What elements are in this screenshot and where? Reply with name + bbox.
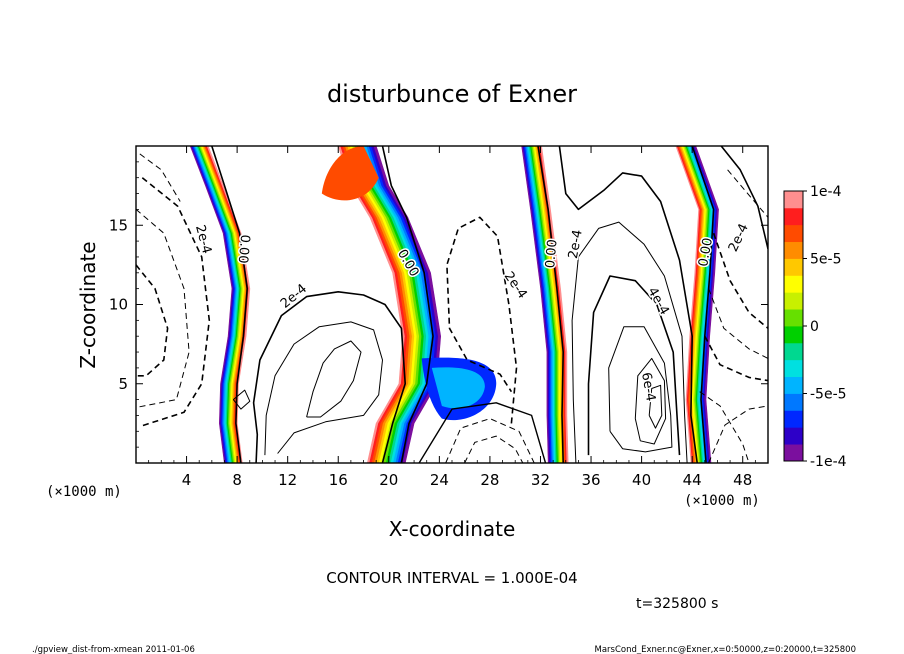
colorbar-cell-3 bbox=[784, 393, 803, 411]
x-unit-left: (×1000 m) bbox=[46, 484, 122, 500]
pos-contour-3e4 bbox=[264, 321, 383, 456]
pos-contour-right-6e4 bbox=[634, 357, 667, 445]
neg-contour-left-3 bbox=[136, 264, 169, 377]
band-c-level-15 bbox=[540, 146, 569, 463]
colorbar-cell-6 bbox=[784, 342, 803, 361]
y-axis-label: Z-coordinate bbox=[76, 241, 100, 368]
colorbar-cell-11 bbox=[784, 258, 803, 276]
colorbar-cell-14 bbox=[784, 207, 803, 226]
footer-script: ./gpview_dist-from-xmean 2011-01-06 bbox=[32, 645, 195, 654]
y-tick-label: 5 bbox=[118, 375, 128, 393]
x-tick-label: 32 bbox=[531, 471, 550, 489]
x-axis-label: X-coordinate bbox=[389, 517, 516, 541]
x-tick-label: 12 bbox=[278, 471, 297, 489]
x-tick-label: 48 bbox=[733, 471, 752, 489]
upper-red-blob bbox=[321, 146, 379, 201]
colorbar-tick-label: 5e-5 bbox=[810, 252, 841, 268]
pos-contour-2e4 bbox=[252, 291, 406, 463]
contour-label-0: 2e-4 bbox=[192, 223, 214, 255]
zero-contour-a bbox=[211, 146, 248, 463]
colorbar-tick-label: 1e-4 bbox=[810, 184, 842, 200]
neg-contour-left-4 bbox=[139, 153, 181, 202]
contour-interval-text: CONTOUR INTERVAL = 1.000E-04 bbox=[326, 569, 577, 587]
y-axis-ticks: 5 10 15 bbox=[109, 161, 768, 448]
colorbar-cell-12 bbox=[784, 241, 803, 259]
colorbar-cell-4 bbox=[784, 376, 803, 394]
x-tick-label: 20 bbox=[379, 471, 398, 489]
neg-contour-right-2 bbox=[708, 288, 768, 359]
neg-contour-bottom-2 bbox=[464, 435, 524, 463]
x-tick-label: 36 bbox=[581, 471, 600, 489]
colorbar-cell-1 bbox=[784, 427, 803, 445]
neg-contour-right-6 bbox=[727, 169, 768, 218]
colorbar-tick-label: -1e-4 bbox=[810, 454, 847, 470]
x-tick-label: 4 bbox=[182, 471, 192, 489]
colorbar-cell-5 bbox=[784, 359, 803, 378]
neg-contour-right-1 bbox=[712, 232, 768, 329]
colorbar-cell-0 bbox=[784, 444, 803, 462]
neg-contour-right-4 bbox=[708, 405, 768, 463]
y-tick-label: 10 bbox=[109, 296, 128, 314]
x-tick-label: 44 bbox=[683, 471, 702, 489]
pos-contour-right-7e4 bbox=[648, 384, 663, 429]
colorbar-cell-2 bbox=[784, 410, 803, 428]
small-loop-left bbox=[232, 389, 251, 410]
pos-contour-bottom bbox=[418, 402, 547, 463]
zero-contour-c bbox=[537, 146, 564, 463]
neg-contour-bottom-1 bbox=[445, 418, 535, 463]
contour-label-8: 6e-4 bbox=[638, 371, 658, 402]
x-tick-label: 24 bbox=[430, 471, 449, 489]
colorbar-tick-label: 0 bbox=[810, 319, 819, 335]
x-tick-label: 16 bbox=[329, 471, 348, 489]
colorbar-cell-7 bbox=[784, 326, 803, 344]
contour-lines bbox=[136, 146, 768, 463]
plume-blue-inner bbox=[431, 367, 485, 409]
colorbar: 1e-4 5e-5 0 -5e-5 -1e-4 bbox=[783, 184, 847, 470]
x-tick-label: 8 bbox=[232, 471, 242, 489]
colorbar-cell-13 bbox=[784, 224, 803, 243]
pos-contour-right-4e4 bbox=[587, 275, 681, 456]
x-unit-right: (×1000 m) bbox=[684, 493, 760, 509]
footer-source: MarsCond_Exner.nc@Exner,x=0:50000,z=0:20… bbox=[594, 645, 856, 654]
pos-contour-right-5e4 bbox=[608, 326, 673, 453]
colorbar-cell-9 bbox=[784, 292, 803, 310]
pos-contour-right-1 bbox=[720, 146, 768, 250]
contour-label-1: 0.00 bbox=[235, 234, 252, 264]
x-axis-ticks: 4 8 12 16 20 24 28 32 36 40 44 48 bbox=[148, 146, 756, 489]
contour-label-6: 2e-4 bbox=[566, 229, 586, 260]
pos-contour-right-3e4 bbox=[571, 221, 688, 463]
chart-title: disturbunce of Exner bbox=[327, 80, 577, 108]
colorbar-tick-label: -5e-5 bbox=[810, 387, 847, 403]
y-tick-label: 15 bbox=[109, 216, 128, 234]
neg-contour-right-5 bbox=[699, 391, 750, 463]
pos-contour-right-2e4 bbox=[558, 146, 698, 463]
time-stamp: t=325800 s bbox=[636, 596, 718, 612]
x-tick-label: 28 bbox=[480, 471, 499, 489]
colorbar-cell-15 bbox=[784, 191, 803, 209]
contour-label-9: 0.00 bbox=[696, 237, 716, 268]
neg-contour-left-2 bbox=[136, 209, 190, 408]
x-tick-label: 40 bbox=[632, 471, 651, 489]
contour-label-5: 0.00 bbox=[543, 239, 560, 269]
neg-contour-left-1 bbox=[139, 177, 211, 428]
pos-contour-4e4 bbox=[306, 340, 362, 418]
colorbar-cell-10 bbox=[784, 275, 803, 293]
colorbar-cell-8 bbox=[784, 309, 803, 327]
zero-contour-d bbox=[691, 146, 715, 463]
zero-contour-b bbox=[381, 146, 434, 463]
neg-contour-right-3 bbox=[704, 335, 768, 382]
band-d-level-15 bbox=[694, 146, 719, 463]
